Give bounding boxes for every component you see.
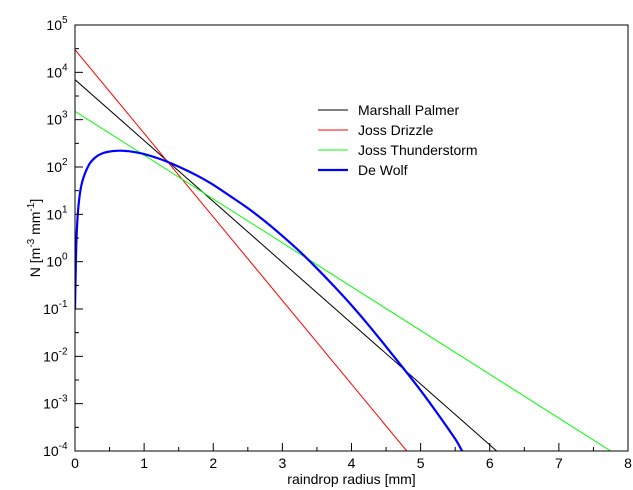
- y-tick-base: 10: [43, 396, 59, 412]
- y-tick-label: 101: [46, 204, 68, 222]
- y-tick-base: 10: [46, 112, 62, 128]
- x-tick-label: 6: [486, 455, 494, 471]
- y-axis-label-exp2: -1: [26, 202, 37, 211]
- y-tick-exponent: -4: [59, 441, 68, 452]
- y-tick-exponent: 1: [62, 204, 68, 215]
- legend-label-joss-thunderstorm: Joss Thunderstorm: [358, 142, 478, 158]
- x-tick-label: 0: [71, 455, 79, 471]
- x-tick-label: 8: [624, 455, 632, 471]
- y-tick-exponent: 2: [62, 157, 68, 168]
- y-tick-exponent: -3: [59, 394, 68, 405]
- y-tick-base: 10: [43, 301, 59, 317]
- y-tick-label: 10-4: [43, 441, 68, 459]
- y-tick-base: 10: [46, 159, 62, 175]
- y-tick-label: 104: [46, 62, 68, 80]
- series-line-joss-drizzle: [75, 49, 408, 451]
- y-tick-exponent: 3: [62, 110, 68, 121]
- legend-label-de-wolf: De Wolf: [358, 162, 408, 178]
- legend: Marshall Palmer Joss Drizzle Joss Thunders…: [318, 102, 478, 178]
- x-tick-label: 2: [209, 455, 217, 471]
- x-tick-label: 5: [417, 455, 425, 471]
- y-tick-label: 103: [46, 110, 68, 128]
- y-axis-label-prefix: N [m: [27, 248, 43, 278]
- y-tick-exponent: 5: [62, 15, 68, 26]
- y-tick-exponent: 4: [62, 62, 68, 73]
- y-tick-base: 10: [43, 443, 59, 459]
- y-tick-exponent: 0: [62, 252, 68, 263]
- x-tick-label: 3: [278, 455, 286, 471]
- y-tick-base: 10: [46, 17, 62, 33]
- y-tick-exponent: -1: [59, 299, 68, 310]
- y-tick-label: 100: [46, 252, 68, 270]
- y-tick-base: 10: [46, 254, 62, 270]
- y-axis-label-suffix: ]: [27, 199, 43, 203]
- y-tick-exponent: -2: [59, 346, 68, 357]
- legend-label-joss-drizzle: Joss Drizzle: [358, 122, 434, 138]
- y-tick-base: 10: [46, 206, 62, 222]
- series-line-joss-thunderstorm: [75, 110, 611, 451]
- x-tick-label: 1: [140, 455, 148, 471]
- series-layer: [75, 49, 611, 451]
- y-tick-base: 10: [46, 64, 62, 80]
- series-line-de-wolf: [75, 149, 487, 451]
- y-tick-label: 10-2: [43, 346, 68, 364]
- x-tick-label: 7: [555, 455, 563, 471]
- x-axis: 0 1 2 3 4 5 6 7 8: [71, 443, 632, 471]
- legend-label-marshall-palmer: Marshall Palmer: [358, 102, 459, 118]
- y-tick-label: 105: [46, 15, 68, 33]
- y-tick-label: 10-1: [43, 299, 68, 317]
- y-tick-label: 10-3: [43, 394, 68, 412]
- y-axis-label-exp1: -3: [26, 238, 37, 247]
- y-axis-label: N [m-3 mm-1]: [26, 199, 43, 277]
- series-line-marshall-palmer: [75, 79, 497, 451]
- y-tick-label: 102: [46, 157, 68, 175]
- plot-frame: [74, 24, 629, 452]
- y-axis-label-middle: mm: [27, 212, 43, 239]
- x-axis-label: raindrop radius [mm]: [287, 471, 415, 487]
- x-tick-label: 4: [348, 455, 356, 471]
- y-tick-base: 10: [43, 348, 59, 364]
